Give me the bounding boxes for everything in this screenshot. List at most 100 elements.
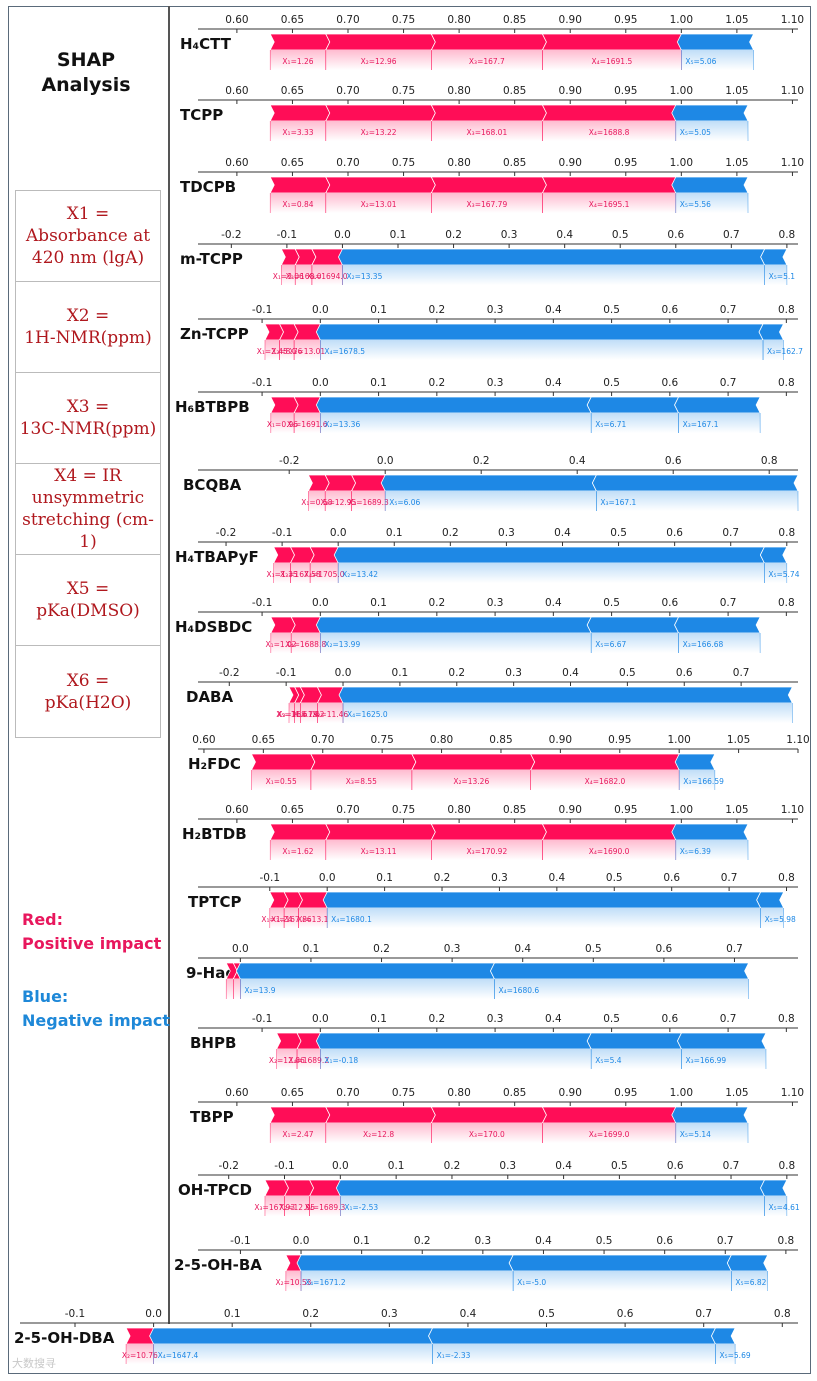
segment-shade	[351, 491, 386, 511]
variable-x4: X4 = IR unsymmetric stretching (cm-1)	[16, 464, 160, 555]
tick-label: 0.85	[503, 1087, 526, 1099]
variable-name: X3 =	[66, 397, 110, 417]
tick-label: 0.4	[460, 1308, 477, 1320]
segment-shade	[320, 340, 764, 360]
variable-name: X6 =	[66, 670, 110, 691]
tick-label: 0.60	[225, 85, 248, 97]
tick-label: 1.05	[725, 1087, 748, 1099]
segment-shade	[264, 340, 280, 360]
negative-impact-legend: Blue: Negative impact	[22, 985, 170, 1033]
feature-label: X₂=12.8	[363, 1130, 394, 1139]
segment-shade	[297, 1049, 321, 1069]
tick-label: 0.0	[232, 943, 249, 955]
feature-label: X₁=3.33	[282, 128, 313, 137]
variable-name: X5 =	[66, 579, 110, 599]
tick-label: 0.7	[720, 304, 737, 316]
feature-label: X₁=1.42	[293, 710, 324, 719]
feature-label: X₅=5.14	[680, 1130, 711, 1139]
tick-label: 0.90	[559, 14, 582, 26]
negative-segment	[756, 891, 785, 909]
segment-shade	[284, 908, 299, 928]
tick-label: 0.65	[281, 14, 304, 26]
tick-label: 0.90	[559, 804, 582, 816]
tick-label: 0.4	[545, 304, 562, 316]
force-plot: 0.60 0.65 0.70 0.75 0.80 0.85 0.90 0.95 1.00 1.05…	[180, 157, 804, 213]
tick-label: 0.80	[447, 804, 470, 816]
tick-label: 0.1	[370, 597, 387, 609]
segment-shade	[295, 265, 312, 285]
segment-shade	[325, 193, 432, 213]
sample-name: BCQBA	[183, 476, 242, 494]
tick-label: 0.7	[721, 872, 738, 884]
segment-shade	[431, 193, 543, 213]
force-plot: -0.2 -0.1 0.0 0.1 0.2 0.3 0.4 0.5 0.6 0.7 0.8 OH-TP…	[178, 1160, 800, 1216]
sample-name: OH-TPCD	[178, 1181, 252, 1199]
feature-label: X₅=6.71	[595, 420, 626, 429]
tick-label: -0.1	[274, 1160, 295, 1172]
negative-segment	[380, 474, 598, 492]
tick-label: 0.4	[535, 1235, 552, 1247]
variable-x6: X6 = pKa(H2O)	[16, 646, 160, 737]
segment-shade	[264, 1196, 285, 1216]
feature-label: X₁=0.55	[266, 777, 297, 786]
segment-shade	[591, 413, 679, 433]
force-plot: -0.1 0.0 0.1 0.2 0.3 0.4 0.5 0.6 0.7 0.8 BHPB X₂=12…	[190, 1013, 798, 1069]
negative-segment	[508, 1254, 732, 1272]
feature-label: X₃=166.99	[685, 1056, 726, 1065]
feature-label: X₁=-2.33	[437, 1351, 471, 1360]
segment-shade	[385, 491, 597, 511]
tick-label: 1.00	[670, 157, 693, 169]
tick-label: 0.4	[554, 527, 571, 539]
segment-shade	[281, 265, 296, 285]
negative-segment	[335, 1179, 766, 1197]
sample-name: H₂FDC	[188, 755, 241, 773]
tick-label: 0.85	[503, 157, 526, 169]
segment-shade	[679, 770, 715, 790]
segment-shade	[276, 1049, 298, 1069]
variable-x3: X3 = 13C-NMR(ppm)	[16, 373, 160, 464]
tick-label: 1.00	[670, 804, 693, 816]
tick-label: 0.7	[723, 1160, 740, 1172]
feature-label: X₁=2.45	[257, 347, 288, 356]
tick-label: 0.4	[545, 597, 562, 609]
tick-label: 0.5	[603, 597, 620, 609]
positive-segment	[430, 104, 547, 122]
negative-segment	[591, 474, 799, 492]
tick-label: 0.1	[390, 229, 407, 241]
feature-label: X₂=12.95	[320, 498, 356, 507]
negative-segment	[337, 248, 766, 266]
feature-label: X₄=1694.0	[307, 272, 348, 281]
segment-shade	[343, 703, 793, 723]
positive-segment	[325, 104, 436, 122]
tick-label: 0.1	[388, 1160, 405, 1172]
feature-label: X₃=167.86	[271, 915, 312, 924]
tick-label: 0.5	[603, 377, 620, 389]
force-plot: -0.1 0.0 0.1 0.2 0.3 0.4 0.5 0.6 0.7 0.8 H₆BTBPB X₁…	[175, 377, 798, 433]
segment-shade	[270, 121, 326, 141]
tick-label: 0.0	[312, 304, 329, 316]
sample-name: DABA	[186, 688, 233, 706]
tick-label: 0.0	[293, 1235, 310, 1247]
feature-label: X₁=0.58	[301, 498, 332, 507]
feature-label: X₂=13.42	[342, 570, 378, 579]
tick-label: 0.4	[562, 667, 579, 679]
tick-label: 0.80	[430, 734, 453, 746]
tick-label: 0.1	[303, 943, 320, 955]
feature-label: X₄=1689.3	[305, 1203, 346, 1212]
tick-label: 0.1	[224, 1308, 241, 1320]
negative-segment	[315, 616, 592, 634]
sample-name: H₂BTDB	[182, 825, 247, 843]
feature-label: X₄=1680.1	[331, 915, 372, 924]
force-plot: 0.60 0.65 0.70 0.75 0.80 0.85 0.90 0.95 1.00 1.05…	[180, 14, 804, 70]
tick-label: 0.70	[336, 1087, 359, 1099]
negative-segment	[315, 1032, 592, 1050]
positive-segment	[541, 1106, 681, 1124]
tick-label: 0.3	[498, 527, 515, 539]
title-line-1: SHAP	[56, 49, 116, 71]
force-plot: 0.60 0.65 0.70 0.75 0.80 0.85 0.90 0.95 1.00 1.05…	[180, 85, 804, 141]
positive-segment	[541, 823, 681, 841]
tick-label: 0.4	[556, 229, 573, 241]
feature-label: X₄=1647.4	[158, 1351, 199, 1360]
segment-shade	[301, 1271, 514, 1291]
tick-label: 0.4	[549, 872, 566, 884]
